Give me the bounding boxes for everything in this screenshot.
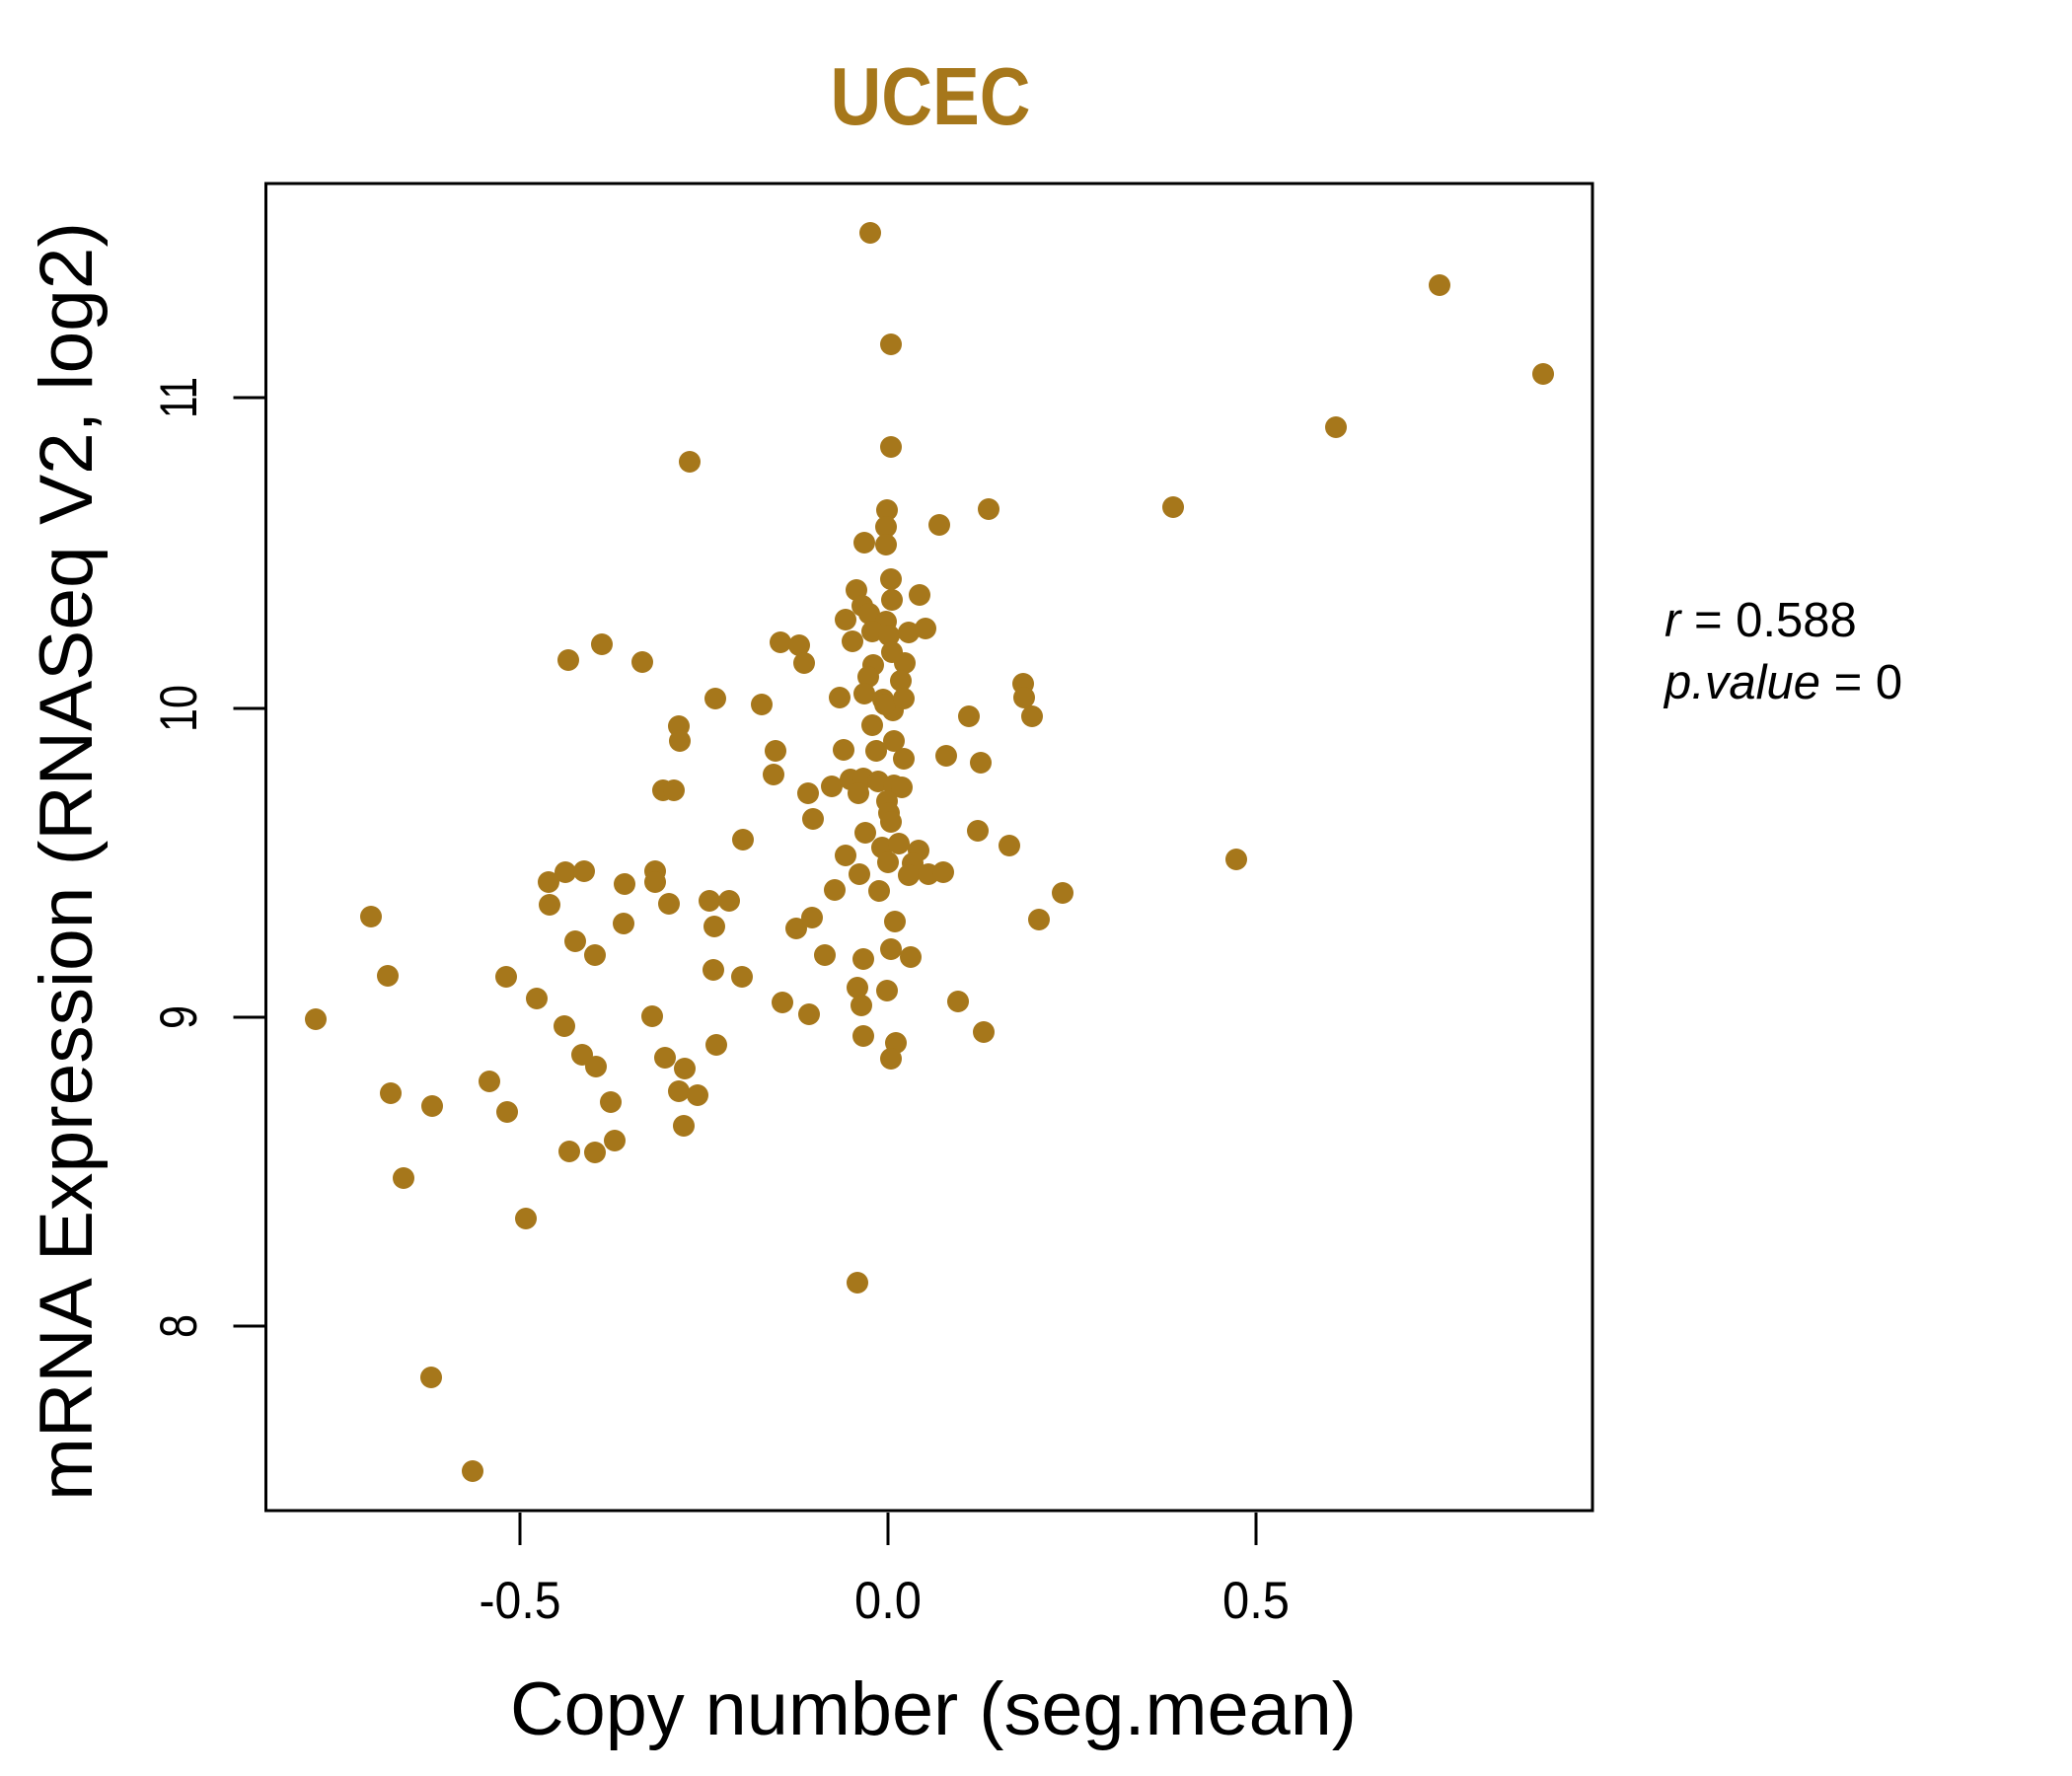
svg-text:p.value = 0: p.value = 0	[1663, 656, 1902, 709]
svg-text:8: 8	[150, 1314, 208, 1338]
svg-text:10: 10	[150, 685, 208, 732]
svg-text:11: 11	[150, 377, 208, 418]
svg-text:UCEC: UCEC	[831, 50, 1031, 142]
svg-text:r = 0.588: r = 0.588	[1665, 594, 1857, 647]
svg-text:0.0: 0.0	[854, 1572, 922, 1630]
svg-text:-0.5: -0.5	[480, 1572, 561, 1630]
svg-text:0.5: 0.5	[1222, 1572, 1290, 1630]
svg-text:9: 9	[150, 1005, 208, 1029]
svg-text:mRNA Expression (RNASeq V2, lo: mRNA Expression (RNASeq V2, log2)	[25, 222, 109, 1501]
svg-text:Copy number (seg.mean): Copy number (seg.mean)	[510, 1667, 1357, 1751]
